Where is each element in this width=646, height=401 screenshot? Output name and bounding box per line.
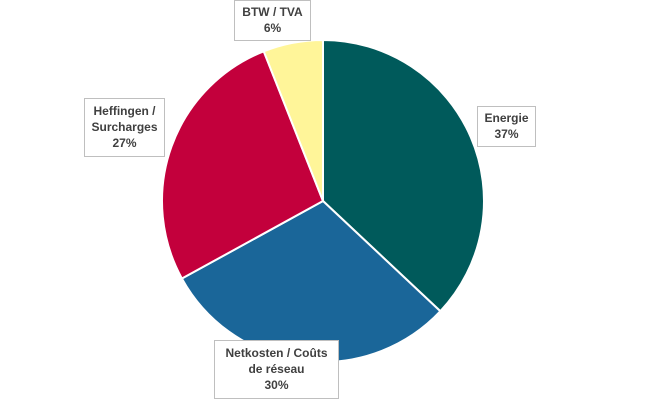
pie-slice-3 bbox=[262, 38, 324, 202]
data-label-value: 6% bbox=[264, 21, 282, 35]
data-label-0: Energie 37% bbox=[477, 106, 536, 147]
data-label-box bbox=[84, 98, 165, 157]
pie-slice-2 bbox=[161, 50, 325, 280]
data-label-name: Surcharges bbox=[91, 120, 157, 134]
data-label-1: Netkosten / Coûts de réseau 30% bbox=[214, 340, 339, 399]
data-label-name: BTW / TVA bbox=[242, 5, 303, 19]
data-label-name: Energie bbox=[484, 111, 528, 125]
data-label-3: BTW / TVA 6% bbox=[234, 0, 311, 41]
pie-slices bbox=[161, 38, 485, 363]
data-label-box bbox=[477, 106, 536, 147]
data-label-box bbox=[234, 0, 311, 41]
data-label-value: 37% bbox=[494, 127, 518, 141]
pie-data-labels: Energie 37% Netkosten / Coûts de réseau 30% H… bbox=[84, 0, 536, 399]
data-label-value: 30% bbox=[264, 378, 288, 392]
data-label-name: Netkosten / Coûts bbox=[225, 346, 327, 360]
data-label-name: de réseau bbox=[248, 362, 304, 376]
data-label-name: Heffingen / bbox=[94, 104, 157, 118]
data-label-2: Heffingen / Surcharges 27% bbox=[84, 98, 165, 157]
data-label-value: 27% bbox=[112, 136, 136, 150]
data-label-box bbox=[214, 340, 339, 399]
pie-slice-0 bbox=[322, 38, 485, 313]
